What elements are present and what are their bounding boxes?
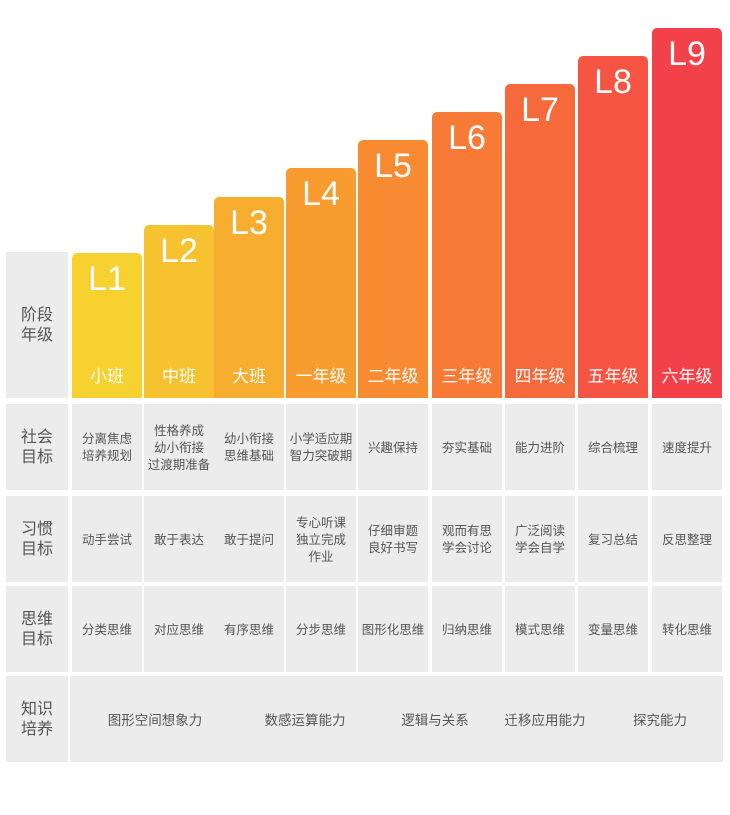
habit-goal-text: 复习总结 [587, 531, 638, 547]
social-goal-cell: 能力进阶 [505, 404, 575, 490]
habit-goal-text: 反思整理 [661, 531, 712, 547]
level-label: L6 [448, 119, 486, 157]
grade-label: 三年级 [441, 367, 493, 387]
row-label-stage: 阶段 年级 [6, 252, 68, 398]
social-goal-text: 小学适应期 智力突破期 [289, 431, 353, 463]
thinking-goal-cell: 有序思维 [214, 586, 284, 672]
knowledge-band: 图形空间想象力 数感运算能力 逻辑与关系 迁移应用能力 探究能力 [70, 676, 723, 762]
level-label: L4 [302, 175, 340, 213]
thinking-goal-cell: 图形化思维 [358, 586, 428, 672]
thinking-goal-text: 归纳思维 [441, 621, 492, 637]
thinking-goal-cell: 模式思维 [505, 586, 575, 672]
level-label: L2 [160, 232, 198, 270]
level-bar-l8: L8 五年级 [578, 56, 648, 398]
thinking-goal-cell: 变量思维 [578, 586, 648, 672]
row-label-knowledge: 知识 培养 [6, 676, 68, 762]
habit-goal-text: 专心听课 独立完成 作业 [295, 514, 346, 564]
social-goal-text: 夯实基础 [441, 439, 492, 455]
grade-label: 五年级 [587, 367, 639, 387]
thinking-goal-text: 有序思维 [223, 621, 274, 637]
social-goal-text: 速度提升 [661, 439, 712, 455]
habit-goal-text: 观而有思 学会讨论 [441, 523, 492, 555]
social-goal-text: 幼小衔接 思维基础 [223, 431, 274, 463]
social-goal-text: 综合梳理 [587, 439, 638, 455]
social-goal-cell: 小学适应期 智力突破期 [286, 404, 356, 490]
thinking-goal-text: 模式思维 [514, 621, 565, 637]
social-goal-cell: 性格养成 幼小衔接 过渡期准备 [144, 404, 214, 490]
knowledge-item: 探究能力 [633, 713, 687, 729]
level-bar-l4: L4 一年级 [286, 168, 356, 398]
social-goal-cell: 综合梳理 [578, 404, 648, 490]
grade-label: 小班 [90, 367, 124, 387]
social-goal-text: 能力进阶 [514, 439, 565, 455]
level-label: L5 [374, 147, 412, 185]
habit-goal-text: 动手尝试 [81, 531, 132, 547]
grade-label: 大班 [232, 367, 266, 387]
habit-goal-cell: 广泛阅读 学会自学 [505, 496, 575, 582]
social-goal-cell: 分离焦虑 培养规划 [72, 404, 142, 490]
level-bar-l9: L9 六年级 [652, 28, 722, 398]
knowledge-item: 迁移应用能力 [504, 713, 586, 729]
level-bar-l7: L7 四年级 [505, 84, 575, 398]
social-goal-cell: 兴趣保持 [358, 404, 428, 490]
thinking-goal-text: 转化思维 [661, 621, 712, 637]
grade-label: 中班 [162, 367, 196, 387]
thinking-goal-cell: 对应思维 [144, 586, 214, 672]
habit-goal-cell: 反思整理 [652, 496, 722, 582]
thinking-goal-text: 对应思维 [153, 621, 204, 637]
thinking-goal-text: 图形化思维 [361, 621, 425, 637]
grade-label: 二年级 [367, 367, 419, 387]
habit-goal-cell: 观而有思 学会讨论 [432, 496, 502, 582]
level-bar-l1: L1 小班 [72, 253, 142, 398]
row-label-social: 社会 目标 [6, 404, 68, 490]
level-bar-l6: L6 三年级 [432, 112, 502, 398]
level-bar-l3: L3 大班 [214, 197, 284, 398]
thinking-goal-cell: 转化思维 [652, 586, 722, 672]
habit-goal-cell: 复习总结 [578, 496, 648, 582]
grade-label: 六年级 [661, 367, 713, 387]
row-label-habit: 习惯 目标 [6, 496, 68, 582]
social-goal-cell: 夯实基础 [432, 404, 502, 490]
social-goal-text: 兴趣保持 [367, 439, 418, 455]
grade-label: 一年级 [295, 367, 347, 387]
thinking-goal-cell: 分类思维 [72, 586, 142, 672]
knowledge-item: 逻辑与关系 [401, 713, 469, 729]
level-bar-l2: L2 中班 [144, 225, 214, 398]
habit-goal-text: 敢于表达 [153, 531, 204, 547]
level-label: L9 [668, 35, 706, 73]
level-label: L7 [521, 91, 559, 129]
level-label: L8 [594, 63, 632, 101]
social-goal-cell: 速度提升 [652, 404, 722, 490]
thinking-goal-text: 分步思维 [295, 621, 346, 637]
knowledge-item: 数感运算能力 [264, 713, 346, 729]
social-goal-text: 性格养成 幼小衔接 过渡期准备 [147, 422, 211, 472]
thinking-goal-cell: 分步思维 [286, 586, 356, 672]
habit-goal-text: 广泛阅读 学会自学 [514, 523, 565, 555]
habit-goal-text: 仔细审题 良好书写 [367, 523, 418, 555]
social-goal-text: 分离焦虑 培养规划 [81, 431, 132, 463]
habit-goal-cell: 敢于提问 [214, 496, 284, 582]
level-bar-l5: L5 二年级 [358, 140, 428, 398]
habit-goal-cell: 敢于表达 [144, 496, 214, 582]
row-label-thinking: 思维 目标 [6, 586, 68, 672]
habit-goal-text: 敢于提问 [223, 531, 274, 547]
thinking-goal-text: 变量思维 [587, 621, 638, 637]
level-label: L3 [230, 204, 268, 242]
social-goal-cell: 幼小衔接 思维基础 [214, 404, 284, 490]
thinking-goal-cell: 归纳思维 [432, 586, 502, 672]
habit-goal-cell: 专心听课 独立完成 作业 [286, 496, 356, 582]
habit-goal-cell: 仔细审题 良好书写 [358, 496, 428, 582]
habit-goal-cell: 动手尝试 [72, 496, 142, 582]
thinking-goal-text: 分类思维 [81, 621, 132, 637]
level-label: L1 [88, 260, 126, 298]
knowledge-item: 图形空间想象力 [107, 713, 203, 729]
grade-label: 四年级 [514, 367, 566, 387]
